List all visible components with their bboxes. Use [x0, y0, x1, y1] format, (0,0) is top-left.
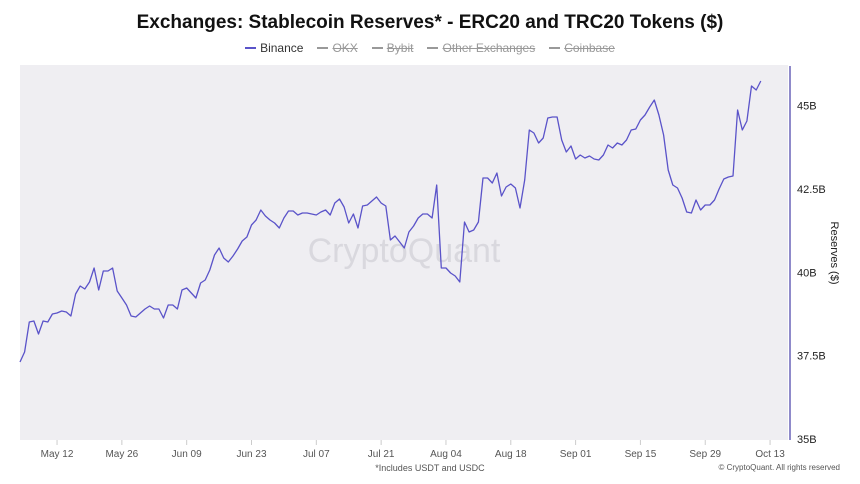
x-tick-label: Jun 23 — [236, 449, 266, 460]
legend-label: Binance — [260, 41, 304, 55]
y-tick-label: 35B — [797, 434, 817, 446]
x-tick-label: Sep 29 — [689, 449, 721, 460]
x-tick-label: May 26 — [105, 449, 138, 460]
legend-item-bybit[interactable]: Bybit — [371, 41, 414, 55]
x-tick-label: Aug 04 — [430, 449, 462, 460]
y-tick-label: 45B — [797, 101, 817, 113]
legend-label: Bybit — [386, 41, 414, 55]
line-swatch-icon — [427, 47, 439, 49]
x-tick-label: Sep 01 — [560, 449, 592, 460]
chart-title: Exchanges: Stablecoin Reserves* - ERC20 … — [136, 12, 724, 33]
legend-item-coinbase[interactable]: Coinbase — [549, 41, 615, 55]
copyright: © CryptoQuant. All rights reserved — [718, 463, 841, 472]
legend-item-okx[interactable]: OKX — [317, 41, 358, 55]
x-tick-label: Jul 21 — [368, 449, 395, 460]
y-tick-label: 42.5B — [797, 184, 826, 196]
line-swatch-icon — [549, 47, 561, 49]
watermark: CryptoQuant — [308, 232, 501, 270]
x-tick-label: Jun 09 — [172, 449, 202, 460]
footnote: *Includes USDT and USDC — [375, 463, 485, 473]
legend: Binance OKX Bybit Other Exchanges Coinba… — [0, 41, 860, 55]
x-tick-label: Sep 15 — [625, 449, 657, 460]
x-tick-label: Aug 18 — [495, 449, 527, 460]
x-tick-label: Jul 07 — [303, 449, 330, 460]
series-line-binance[interactable] — [19, 80, 762, 363]
plot-area[interactable] — [20, 65, 788, 440]
y-tick-label: 37.5B — [797, 351, 826, 363]
x-tick-label: May 12 — [41, 449, 74, 460]
legend-label: OKX — [332, 41, 358, 55]
line-swatch-icon — [371, 47, 383, 49]
legend-item-other-exchanges[interactable]: Other Exchanges — [427, 41, 535, 55]
legend-label: Coinbase — [564, 41, 615, 55]
line-swatch-icon — [245, 47, 257, 49]
y-axis-label: Reserves ($) — [828, 222, 840, 285]
legend-label: Other Exchanges — [442, 41, 536, 55]
legend-item-binance[interactable]: Binance — [245, 41, 303, 55]
y-tick-label: 40B — [797, 267, 817, 279]
x-tick-label: Oct 13 — [755, 449, 785, 460]
line-swatch-icon — [317, 47, 329, 49]
